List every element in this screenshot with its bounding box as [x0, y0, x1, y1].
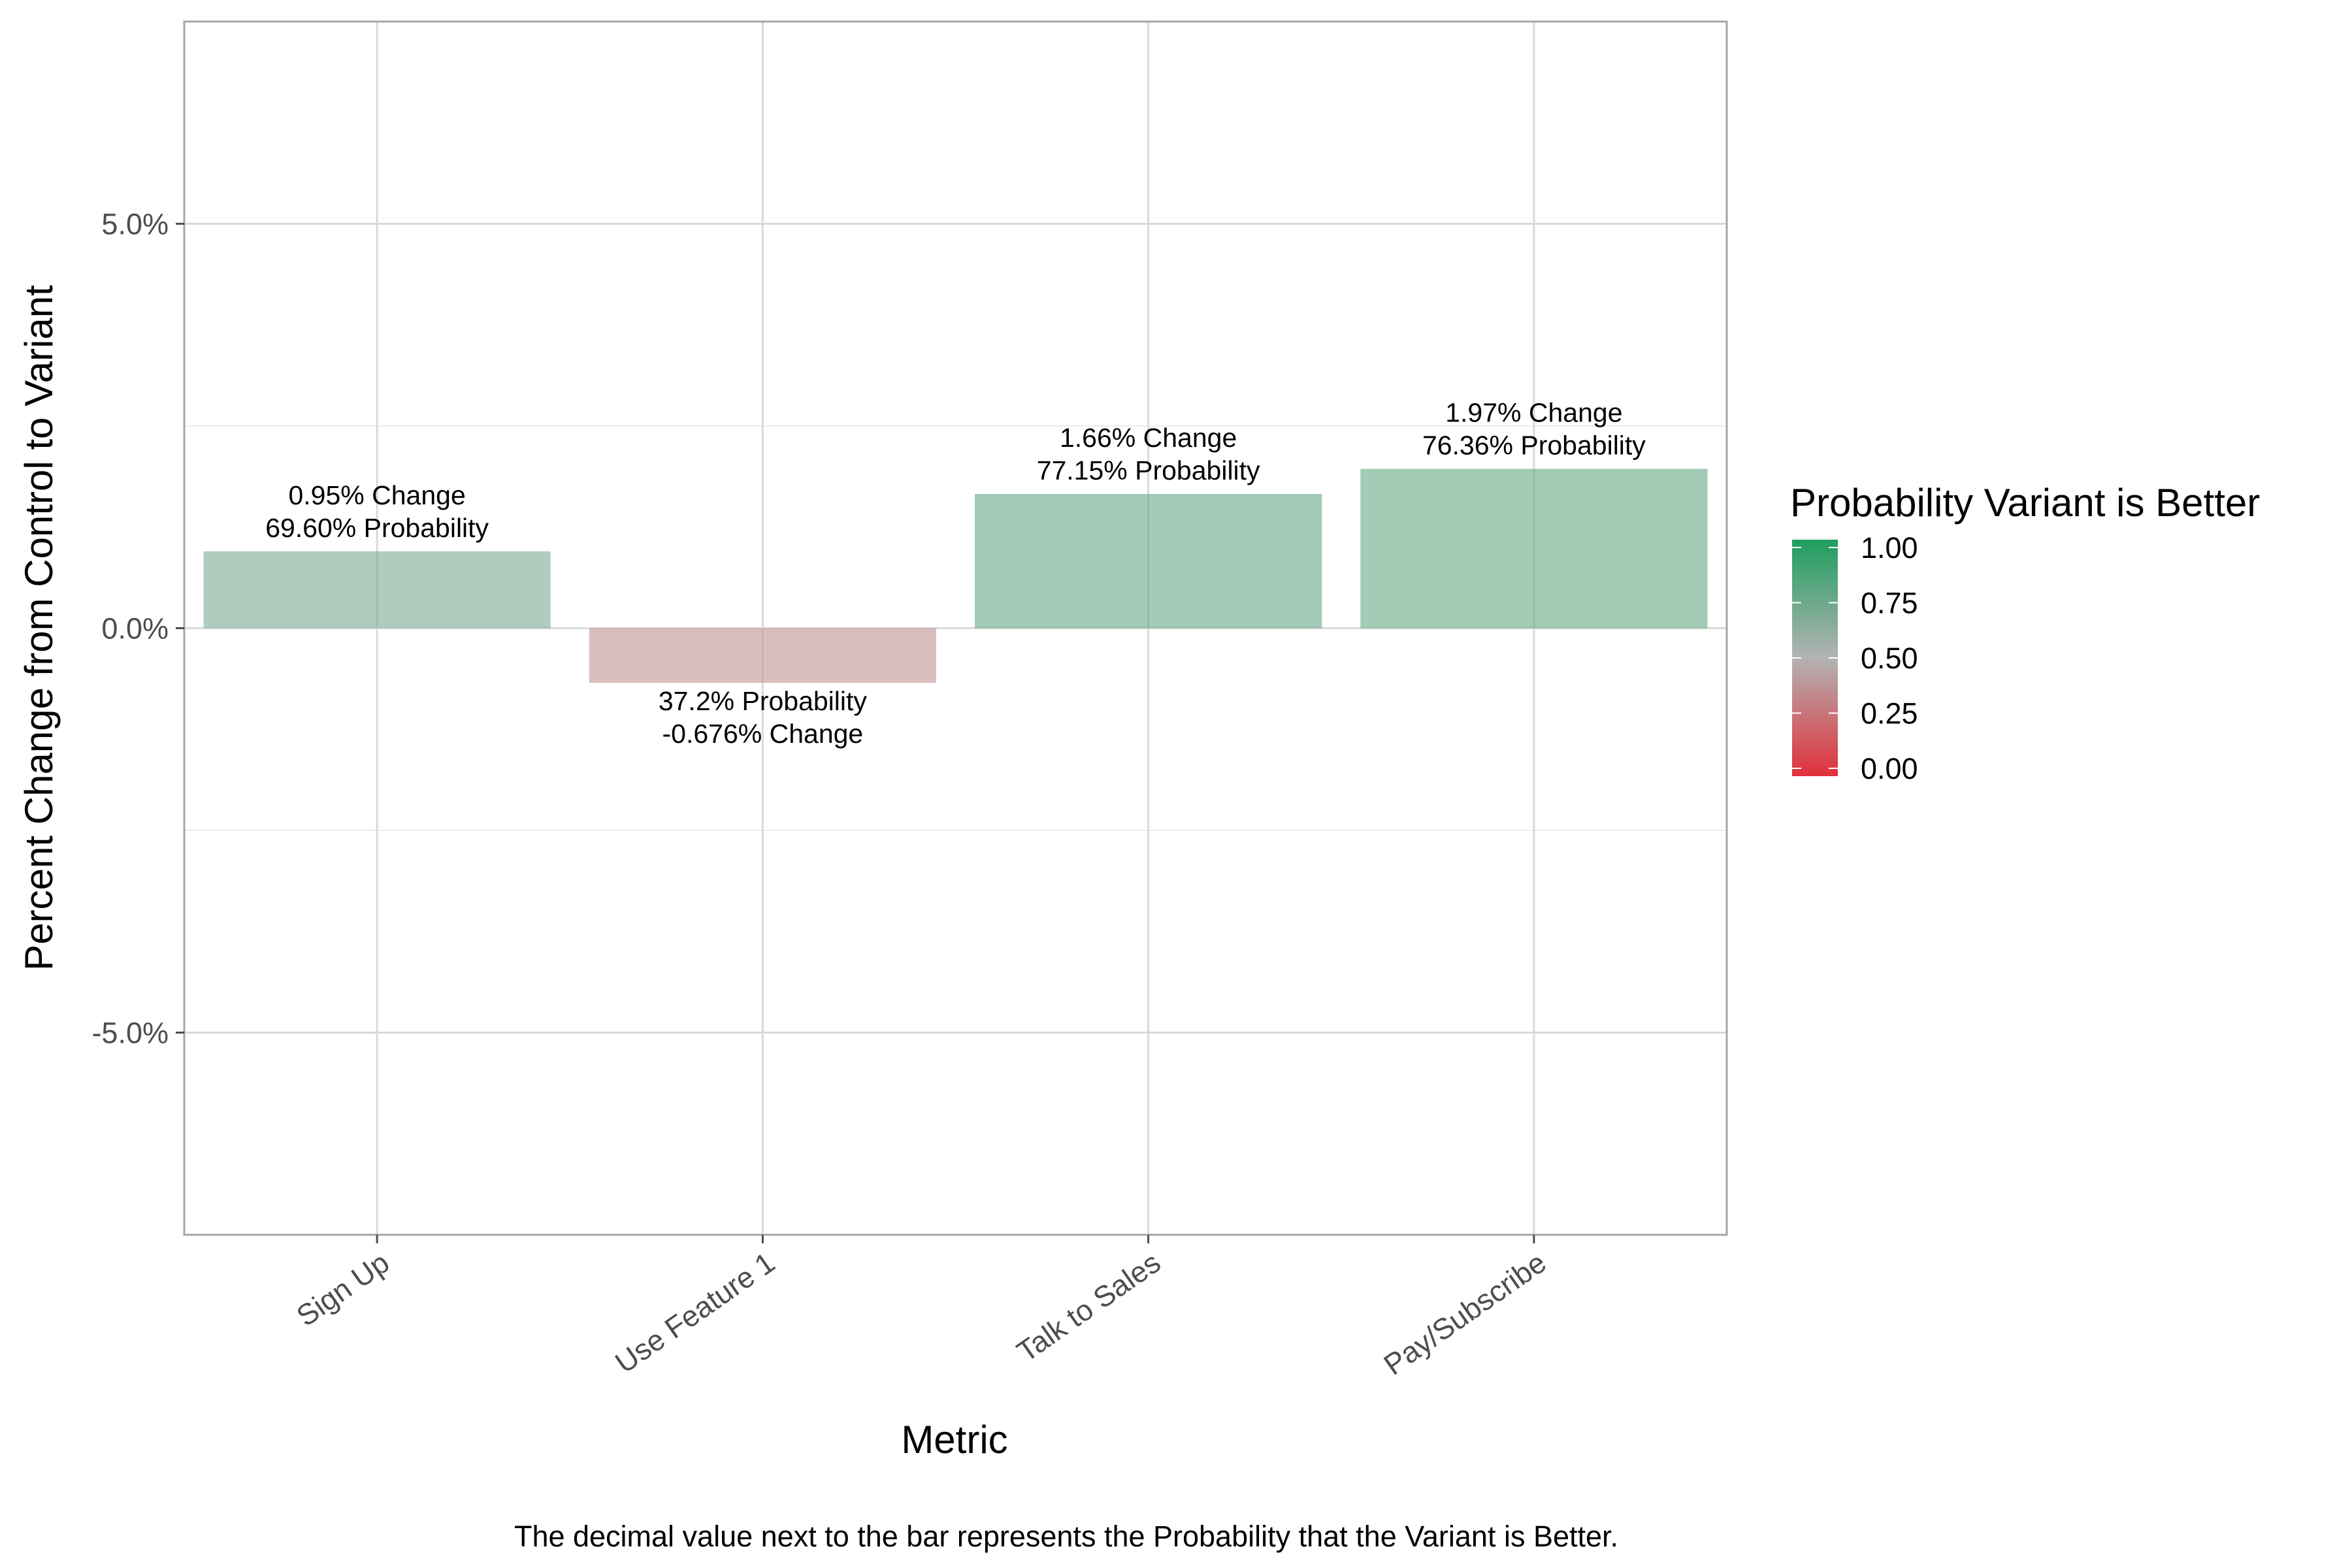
y-axis: -5.0% 0.0% 5.0%	[91, 208, 184, 1050]
x-tick-label: Use Feature 1	[609, 1245, 781, 1379]
bar-data-label: 69.60% Probability	[265, 513, 489, 543]
bar-sign-up	[204, 551, 551, 629]
y-tick-label: -5.0%	[91, 1017, 169, 1050]
x-tick-label: Talk to Sales	[1011, 1245, 1166, 1368]
x-tick-label: Pay/Subscribe	[1378, 1245, 1552, 1381]
x-axis-title: Metric	[901, 1418, 1007, 1462]
y-tick-label: 0.0%	[101, 612, 169, 645]
caption: The decimal value next to the bar repres…	[514, 1520, 1618, 1553]
legend-title: Probability Variant is Better	[1790, 481, 2260, 525]
bar-data-label: 76.36% Probability	[1422, 431, 1646, 461]
bar-data-label: 0.95% Change	[288, 480, 465, 510]
bar-talk-to-sales	[975, 494, 1322, 629]
legend-tick-label: 0.50	[1861, 642, 1918, 675]
x-tick-label: Sign Up	[290, 1245, 395, 1333]
bar-data-label: -0.676% Change	[662, 719, 864, 749]
bar-use-feature-1	[589, 629, 936, 683]
bar-data-label: 37.2% Probability	[659, 686, 868, 716]
bar-data-label: 1.97% Change	[1445, 398, 1622, 428]
bar-data-label: 1.66% Change	[1060, 423, 1237, 453]
bar-data-label: 77.15% Probability	[1037, 455, 1260, 485]
y-axis-title: Percent Change from Control to Variant	[17, 285, 61, 971]
legend: Probability Variant is Better 0.00 0.25 0.…	[1790, 481, 2260, 785]
x-axis: Sign Up Use Feature 1 Talk to Sales Pay/Sub…	[290, 1235, 1552, 1382]
legend-tick-label: 0.75	[1861, 587, 1918, 620]
legend-tick-label: 0.25	[1861, 697, 1918, 730]
y-tick-label: 5.0%	[101, 208, 169, 241]
legend-tick-label: 0.00	[1861, 752, 1918, 785]
legend-tick-label: 1.00	[1861, 531, 1918, 564]
bar-pay-subscribe	[1360, 469, 1707, 629]
